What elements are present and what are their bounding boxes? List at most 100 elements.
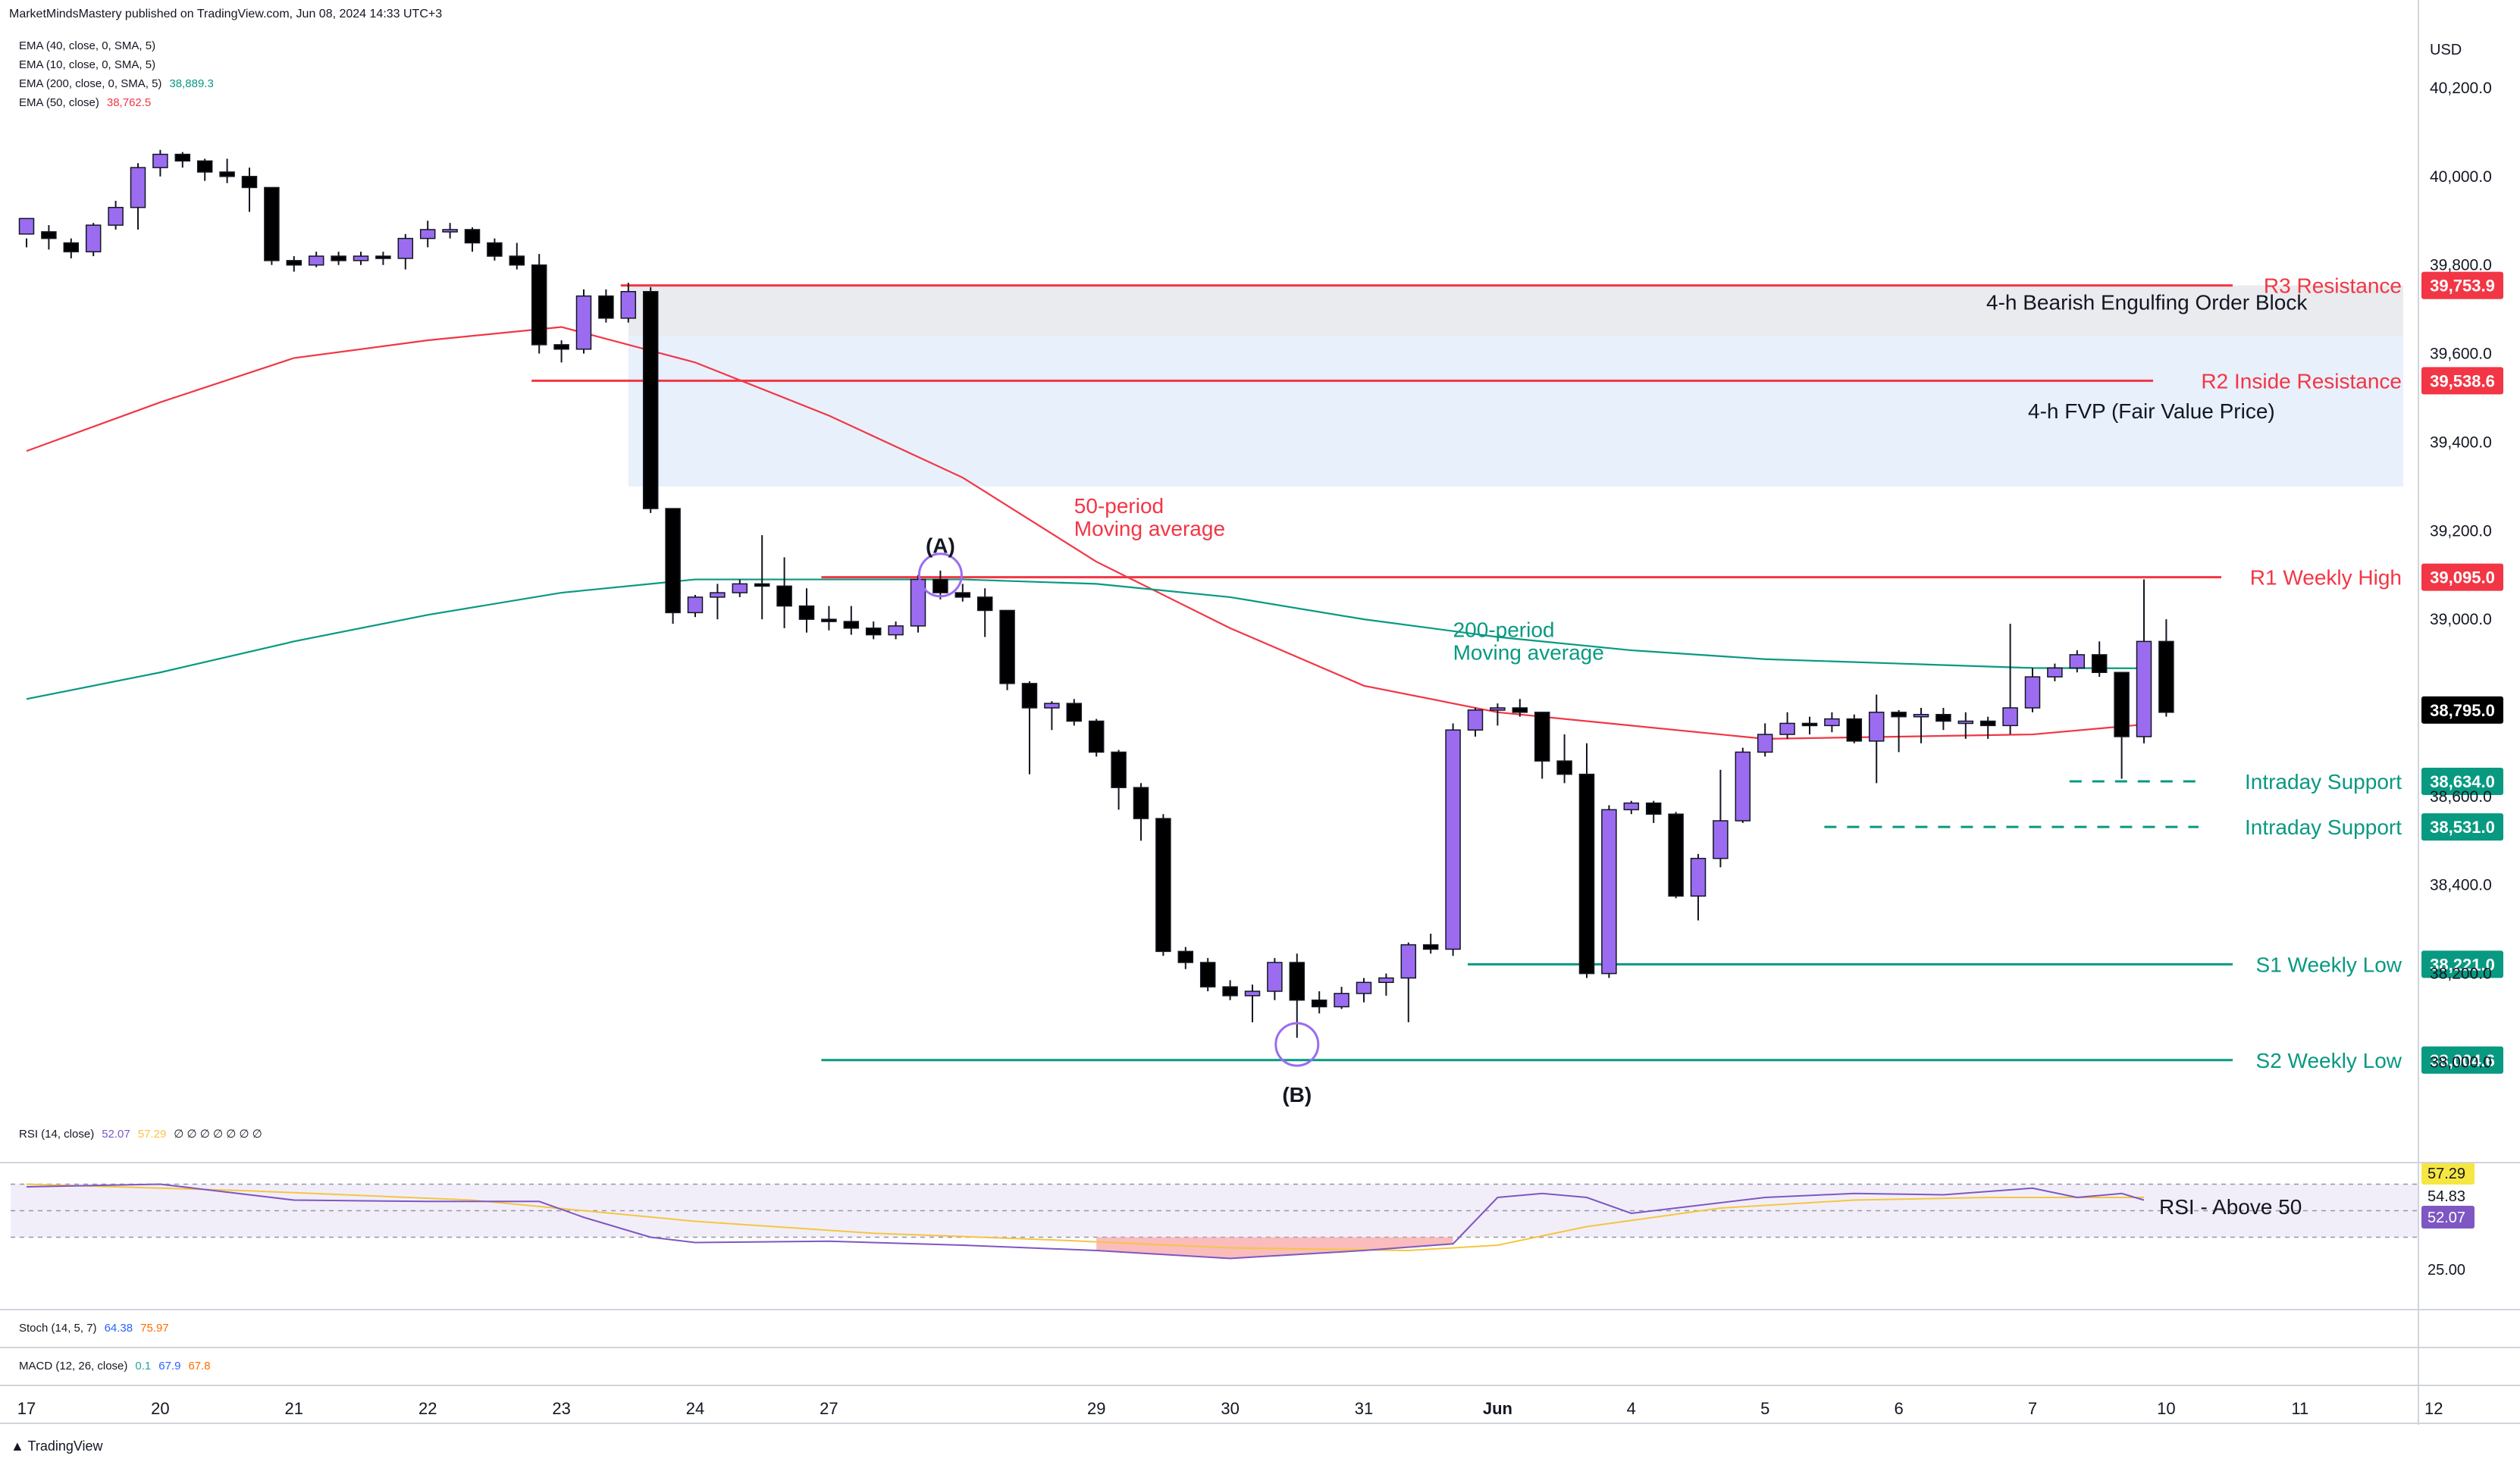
candle-body	[821, 618, 837, 622]
candle	[620, 283, 637, 323]
candle	[1066, 699, 1083, 726]
candle	[1222, 980, 1238, 1000]
candle	[1645, 800, 1662, 823]
level-label: S2 Weekly Low	[2256, 1049, 2402, 1072]
candle-body	[1868, 712, 1885, 742]
candle-body	[286, 260, 302, 266]
candle	[108, 200, 124, 230]
candle	[954, 584, 971, 602]
candle-body	[1891, 712, 1907, 718]
rsi-annotation: RSI - Above 50	[2159, 1195, 2302, 1219]
candle-body	[2114, 671, 2130, 737]
candle	[865, 621, 882, 640]
tradingview-logo: ▲ TradingView	[11, 1438, 103, 1454]
candle	[2002, 623, 2018, 735]
publish-note: MarketMindsMastery published on TradingV…	[9, 8, 443, 20]
candle-body	[2047, 667, 2063, 678]
pane-legend-name: RSI (14, close)	[19, 1128, 95, 1141]
candle-body	[932, 578, 948, 593]
candle-body	[1111, 751, 1127, 788]
candle-body	[41, 231, 57, 239]
candle	[18, 218, 35, 248]
candle	[63, 238, 80, 258]
rsi-pane: RSI - Above 50 57.29 54.83 52.07 25.00	[11, 1162, 2475, 1279]
zone-label: 4-h Bearish Engulfing Order Block	[1986, 291, 2308, 315]
candle	[1601, 805, 1617, 978]
candle	[2047, 663, 2063, 681]
candle	[509, 243, 525, 270]
candle	[1690, 853, 1707, 921]
candle	[85, 223, 102, 256]
level-label: R1 Weekly High	[2250, 566, 2402, 590]
x-tick-label: 21	[285, 1399, 303, 1418]
candle	[487, 238, 503, 261]
x-tick-label: 24	[686, 1399, 704, 1418]
candle-body	[687, 596, 704, 614]
candle-body	[865, 628, 882, 636]
candle	[1088, 718, 1105, 757]
candle	[642, 286, 659, 513]
pane-legend-name: MACD (12, 26, close)	[19, 1360, 128, 1373]
candle	[331, 252, 346, 265]
y-tick-label: 38,000.0	[2430, 1053, 2492, 1071]
candle	[1267, 958, 1283, 1000]
level-price-label: 38,004.6	[2430, 1051, 2495, 1070]
candle	[821, 606, 837, 631]
level-price-box	[2421, 563, 2503, 591]
candle	[1021, 681, 1038, 775]
candle	[1757, 723, 1773, 757]
candle	[41, 225, 57, 250]
candle-body	[1199, 962, 1216, 988]
candle	[798, 588, 815, 633]
candle-body	[1378, 977, 1394, 984]
pane-legend-value: ∅ ∅ ∅ ∅ ∅ ∅ ∅	[174, 1128, 262, 1141]
candle-body	[241, 176, 258, 189]
zone-rect	[628, 285, 2403, 336]
candle	[1913, 708, 1929, 743]
candle-body	[1645, 802, 1662, 815]
candle	[308, 252, 324, 268]
candle-body	[1935, 714, 1951, 722]
indicator-legend-item: EMA (40, close, 0, SMA, 5)	[19, 39, 155, 52]
candle-body	[1713, 820, 1729, 859]
candle-body	[1668, 813, 1684, 897]
candle	[1044, 701, 1060, 731]
pane-legend-value: 64.38	[104, 1322, 133, 1335]
rsi-value-box	[2421, 1206, 2475, 1229]
candle-body	[954, 592, 971, 598]
candle	[1578, 743, 1595, 978]
candle	[286, 256, 302, 272]
candle	[1824, 712, 1840, 733]
x-tick-label: 7	[2028, 1399, 2037, 1418]
candle-body	[665, 508, 681, 614]
candle	[754, 535, 770, 620]
candle-body	[375, 255, 391, 259]
candle	[1422, 934, 1439, 954]
candle	[843, 606, 860, 635]
candle	[219, 158, 235, 183]
candle-body	[2091, 654, 2108, 674]
candle-body	[397, 237, 414, 259]
candle-body	[1244, 991, 1261, 997]
pane-legend: RSI (14, close) 52.07 57.29 ∅ ∅ ∅ ∅ ∅ ∅ ∅	[19, 1127, 262, 1141]
candle-body	[910, 578, 926, 627]
x-tick-label: Jun	[1483, 1399, 1512, 1418]
candle-body	[1846, 718, 1863, 742]
candle-body	[1957, 720, 1974, 725]
indicator-name: EMA (10, close, 0, SMA, 5)	[19, 58, 156, 71]
y-tick-label: 39,600.0	[2430, 346, 2492, 363]
x-tick-label: 17	[17, 1399, 36, 1418]
candle-body	[219, 171, 235, 177]
candle-body	[442, 229, 458, 233]
candle-body	[1779, 722, 1795, 735]
candle-body	[464, 229, 481, 244]
x-tick-label: 27	[820, 1399, 838, 1418]
y-tick-label: 38,600.0	[2430, 788, 2492, 806]
x-tick-label: 5	[1760, 1399, 1769, 1418]
candle-body	[1556, 760, 1572, 775]
zones: 4-h Bearish Engulfing Order Block 4-h FVP…	[628, 285, 2403, 487]
candle	[999, 609, 1015, 690]
level-price-box	[2421, 271, 2503, 299]
candle	[1400, 942, 1417, 1022]
candle	[1935, 708, 1951, 731]
